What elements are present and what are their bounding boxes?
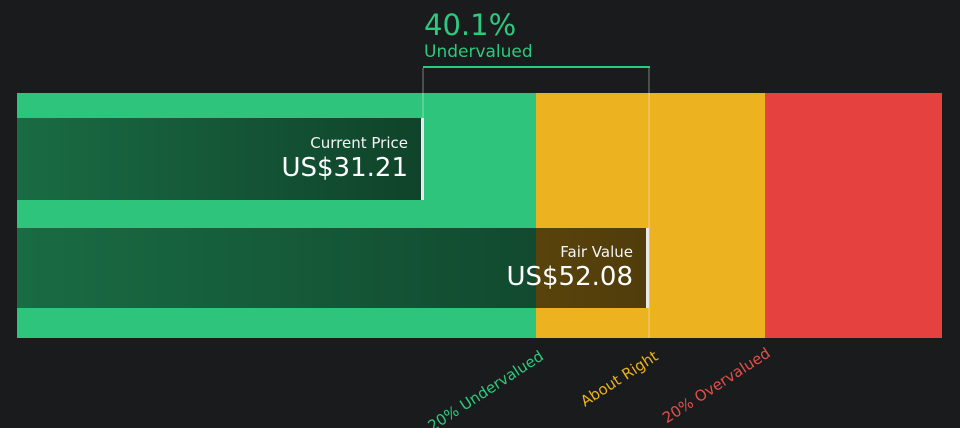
fair-value-value: US$52.08 (506, 261, 633, 292)
zone-label-about-right: About Right (577, 347, 662, 411)
undervalued-word-label: Undervalued (424, 42, 533, 63)
current-price-tick-line (422, 68, 424, 119)
zone-label-20-overvalued: 20% Overvalued (659, 344, 774, 428)
current-price-label: Current Price (310, 134, 408, 153)
fair-value-label: Fair Value (560, 243, 633, 262)
zone-label-20-undervalued: 20% Undervalued (424, 347, 547, 428)
undervalued-annotation: 40.1% Undervalued (424, 10, 533, 63)
zone-overvalued-band (765, 93, 942, 338)
fair-value-tick-line (648, 68, 650, 338)
fair-value-bar: Fair Value US$52.08 (17, 228, 649, 308)
current-price-bar: Current Price US$31.21 (17, 118, 424, 200)
undervalued-percent-label: 40.1% (424, 8, 517, 42)
current-price-value: US$31.21 (281, 152, 408, 183)
undervalued-bracket-line (423, 66, 650, 68)
